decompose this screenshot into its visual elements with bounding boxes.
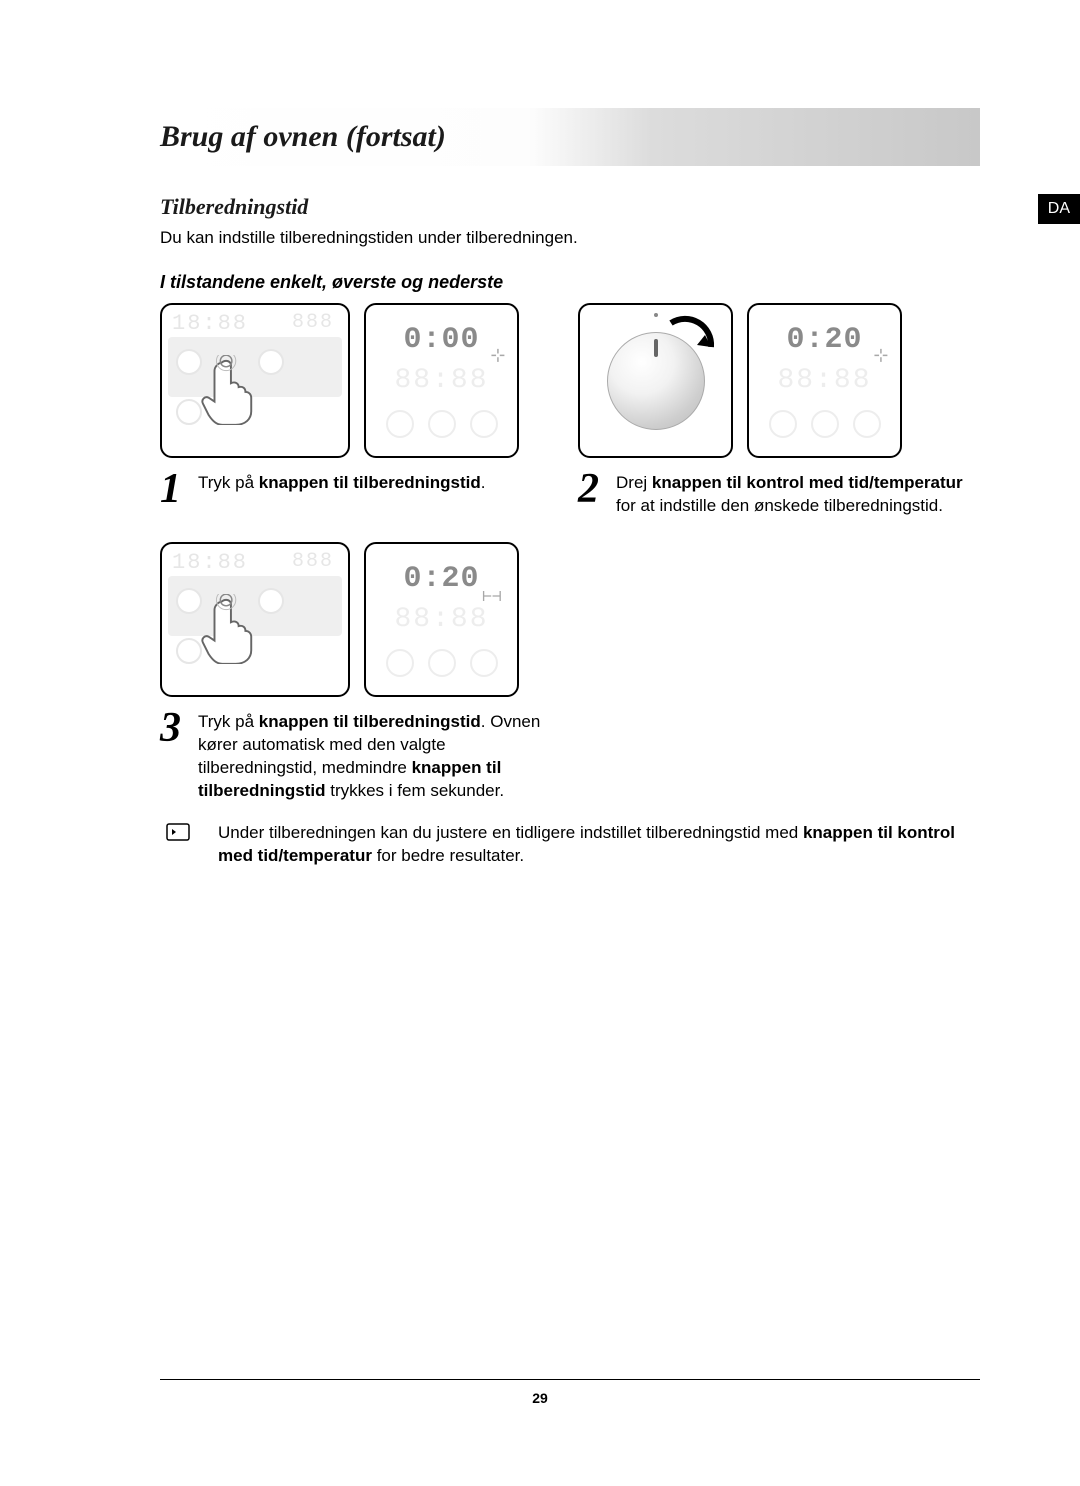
step-number: 2 (578, 468, 608, 518)
note-post: for bedre resultater. (372, 846, 524, 865)
display-illustration: 0:00 ⊹ 88:88 (364, 303, 519, 458)
step-2: 0:20 ⊹ 88:88 2 Drej knappen til kontrol … (578, 303, 968, 518)
small-circle-icon (470, 649, 498, 677)
step-text-content: Tryk på knappen til tilberedningstid. Ov… (198, 707, 550, 803)
ghost-display: 88:88 (777, 365, 871, 396)
display-buttons (386, 649, 498, 677)
step-2-illustration: 0:20 ⊹ 88:88 (578, 303, 968, 458)
step-number: 1 (160, 468, 190, 510)
steps-row-2: 18:88 888 0:20 ⊢⊣ (160, 542, 980, 803)
small-circle-icon (811, 410, 839, 438)
small-circle-icon (428, 410, 456, 438)
step-number: 3 (160, 707, 190, 803)
step-1: 18:88 888 0:00 ⊹ (160, 303, 550, 518)
text-post: trykkes i fem sekunder. (326, 781, 505, 800)
text-pre: Drej (616, 473, 652, 492)
text-bold: knappen til tilberedningstid (259, 473, 481, 492)
control-panel-illustration: 18:88 888 (160, 303, 350, 458)
display-illustration: 0:20 ⊢⊣ 88:88 (364, 542, 519, 697)
display-illustration: 0:20 ⊹ 88:88 (747, 303, 902, 458)
text-post: . (481, 473, 486, 492)
note-pre: Under tilberedningen kan du justere en t… (218, 823, 803, 842)
steps-row-1: 18:88 888 0:00 ⊹ (160, 303, 980, 518)
step-1-text: 1 Tryk på knappen til tilberedningstid. (160, 468, 550, 510)
text-post: for at indstille den ønskede tilberednin… (616, 496, 943, 515)
text-pre: Tryk på (198, 712, 259, 731)
page-number: 29 (0, 1390, 1080, 1406)
footer-divider (160, 1379, 980, 1380)
small-circle-icon (853, 410, 881, 438)
text-post: . (481, 712, 486, 731)
display-buttons (769, 410, 881, 438)
header-banner: Brug af ovnen (fortsat) (160, 108, 980, 166)
small-circle-icon (428, 649, 456, 677)
note-row: Under tilberedningen kan du justere en t… (160, 821, 980, 869)
h-icon: ⊢⊣ (482, 586, 501, 606)
display-buttons (386, 410, 498, 438)
panel-button-circle (258, 349, 284, 375)
page-container: Brug af ovnen (fortsat) Tilberedningstid… (0, 0, 1080, 868)
segment-display: 0:20 (786, 323, 862, 357)
control-panel-illustration: 18:88 888 (160, 542, 350, 697)
small-circle-icon (386, 649, 414, 677)
small-circle-icon (769, 410, 797, 438)
panel-button-circle (176, 638, 202, 664)
page-title: Brug af ovnen (fortsat) (160, 120, 446, 154)
ghost-digits: 18:88 (172, 311, 248, 336)
segment-display: 0:00 (403, 323, 479, 357)
step-3: 18:88 888 0:20 ⊢⊣ (160, 542, 550, 803)
rotate-arrow-icon (661, 311, 721, 371)
step-3-illustration: 18:88 888 0:20 ⊢⊣ (160, 542, 550, 697)
step-3-text: 3 Tryk på knappen til tilberedningstid. … (160, 707, 550, 803)
panel-button-circle (258, 588, 284, 614)
step-text-content: Drej knappen til kontrol med tid/tempera… (616, 468, 968, 518)
text-bold: knappen til kontrol med tid/temperatur (652, 473, 963, 492)
hand-icon (200, 594, 258, 664)
blink-icon: ⊹ (490, 345, 505, 366)
ghost-digits-right: 888 (292, 311, 334, 334)
text-bold: knappen til tilberedningstid (259, 712, 481, 731)
panel-button-circle (176, 349, 202, 375)
knob-illustration (578, 303, 733, 458)
panel-button-circle (176, 399, 202, 425)
section-row: Tilberedningstid Du kan indstille tilber… (160, 194, 980, 266)
blink-icon: ⊹ (873, 345, 888, 366)
intro-text: Du kan indstille tilberedningstiden unde… (160, 228, 578, 248)
section-title: Tilberedningstid (160, 194, 578, 220)
segment-display: 0:20 (403, 562, 479, 596)
ghost-display: 88:88 (394, 604, 488, 635)
ghost-digits-right: 888 (292, 550, 334, 573)
text-pre: Tryk på (198, 473, 259, 492)
panel-button-circle (176, 588, 202, 614)
hand-icon (200, 355, 258, 425)
note-icon (166, 821, 194, 869)
ghost-display: 88:88 (394, 365, 488, 396)
knob-dot-icon (654, 313, 658, 317)
step-1-illustration: 18:88 888 0:00 ⊹ (160, 303, 550, 458)
language-tag: DA (1038, 194, 1080, 224)
small-circle-icon (470, 410, 498, 438)
ghost-digits: 18:88 (172, 550, 248, 575)
subsection-title: I tilstandene enkelt, øverste og nederst… (160, 272, 980, 293)
small-circle-icon (386, 410, 414, 438)
note-text: Under tilberedningen kan du justere en t… (218, 821, 980, 869)
step-text-content: Tryk på knappen til tilberedningstid. (198, 468, 485, 510)
step-2-text: 2 Drej knappen til kontrol med tid/tempe… (578, 468, 968, 518)
